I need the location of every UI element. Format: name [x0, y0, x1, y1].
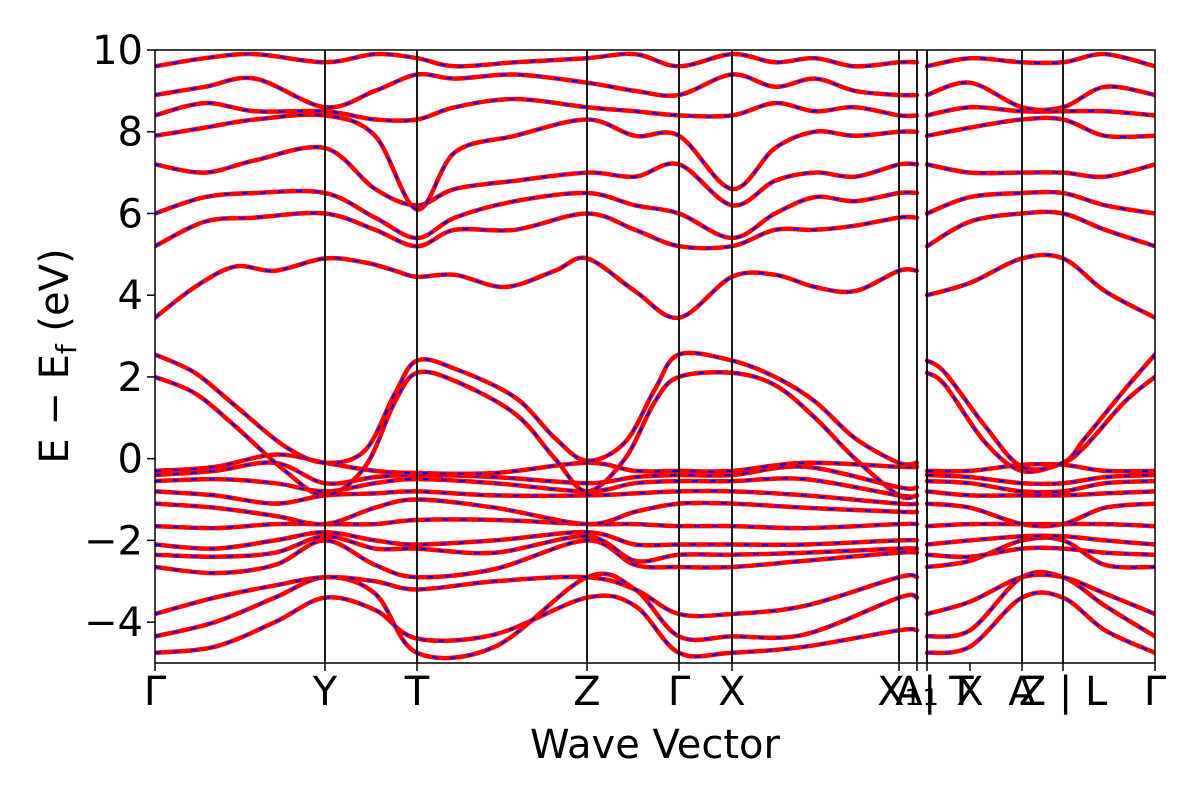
x-tick-label: Γ	[1144, 669, 1167, 715]
band-17-seg-1-blue	[926, 163, 1155, 178]
y-axis-label-unit: (eV)	[32, 248, 78, 344]
x-tick-label: Γ	[668, 669, 691, 715]
band-9-seg-0-blue	[155, 477, 918, 498]
band-0-seg-1-blue	[926, 591, 1155, 654]
band-6-seg-1-blue	[926, 522, 1155, 528]
band-3-seg-1-blue	[926, 536, 1155, 569]
x-tick-label: Γ	[144, 669, 167, 715]
band-21-seg-0-red	[155, 51, 920, 69]
x-axis-label: Wave Vector	[530, 722, 781, 768]
y-tick-label: −4	[84, 600, 143, 646]
band-11-seg-0-blue	[155, 453, 918, 475]
band-16-seg-1-blue	[926, 190, 1155, 215]
y-tick-label: 0	[118, 437, 143, 483]
band-1-seg-0-blue	[155, 572, 918, 660]
y-tick-label: −2	[84, 518, 143, 564]
band-21-seg-1-blue	[926, 53, 1155, 68]
band-8-seg-0-blue	[155, 489, 918, 506]
band-17-seg-1-red	[924, 162, 1155, 180]
band-18-seg-0-red	[155, 112, 920, 212]
band-7-seg-0-blue	[155, 498, 918, 526]
band-20-seg-1-blue	[926, 81, 1155, 112]
y-tick-label: 6	[118, 191, 143, 237]
band-14-seg-1-blue	[926, 253, 1155, 319]
band-3-seg-0-blue	[155, 539, 918, 579]
band-15-seg-0-red	[155, 210, 920, 251]
band-11-seg-1-blue	[926, 463, 1155, 473]
y-axis-label: E − Ef (eV)	[32, 248, 83, 463]
bands-layer	[155, 51, 1155, 661]
band-2-seg-1-blue	[926, 573, 1155, 615]
band-9-seg-1-blue	[926, 480, 1155, 494]
band-17-seg-0-blue	[155, 146, 918, 207]
x-tick-label: T	[404, 669, 430, 715]
band-8-seg-0-red	[155, 488, 920, 507]
x-tick-label: | T	[923, 669, 974, 715]
x-tick-label: X₁	[877, 669, 920, 715]
band-12-seg-0-blue	[155, 370, 918, 500]
band-18-seg-1-red	[924, 115, 1155, 140]
band-8-seg-1-blue	[926, 490, 1155, 497]
band-13-seg-0-blue	[155, 351, 918, 466]
band-4-seg-0-blue	[155, 535, 918, 563]
band-12-seg-1-red	[924, 370, 1155, 474]
band-6-seg-0-blue	[155, 518, 918, 530]
band-5-seg-0-blue	[155, 531, 918, 550]
band-4-seg-1-red	[924, 545, 1155, 560]
band-7-seg-1-blue	[926, 502, 1155, 528]
band-15-seg-1-blue	[926, 210, 1155, 248]
x-tick-label: Z | L	[1019, 669, 1108, 715]
band-12-seg-1-blue	[926, 371, 1155, 473]
plot-frame	[154, 49, 1156, 664]
band-18-seg-1-blue	[926, 116, 1155, 138]
band-5-seg-1-red	[924, 533, 1155, 547]
band-2-seg-0-blue	[155, 574, 918, 618]
y-tick-label: 2	[118, 355, 143, 401]
x-tick-label: X	[718, 669, 745, 715]
band-14-seg-1-red	[924, 252, 1155, 320]
x-tick-label: X	[956, 669, 983, 715]
band-15-seg-1-red	[924, 209, 1155, 249]
band-2-seg-0-red	[155, 572, 920, 619]
band-19-seg-0-blue	[155, 97, 918, 122]
band-1-seg-1-blue	[926, 571, 1155, 638]
y-tick-label: 10	[92, 28, 143, 74]
x-tick-label: A	[1008, 669, 1036, 715]
band-14-seg-0-red	[155, 255, 920, 320]
band-4-seg-1-blue	[926, 546, 1155, 558]
x-tick-label: Z	[573, 669, 600, 715]
band-19-seg-1-blue	[926, 106, 1155, 117]
x-tick-label: A₁	[895, 669, 938, 715]
y-tick-label: 4	[118, 273, 143, 319]
band-0-seg-0-blue	[155, 594, 918, 658]
band-5-seg-1-blue	[926, 534, 1155, 546]
y-tick-label: 8	[118, 110, 143, 156]
x-tick-label: Y	[312, 669, 338, 715]
band-14-seg-0-blue	[155, 256, 918, 319]
y-axis-label-main: E − E	[32, 354, 78, 464]
band-10-seg-1-blue	[926, 474, 1155, 485]
band-13-seg-1-blue	[926, 353, 1155, 471]
band-10-seg-0-red	[155, 460, 920, 492]
y-axis: −4 −2 0 2 4 6 8 10	[84, 28, 155, 646]
band-21-seg-1-red	[924, 51, 1155, 69]
kpath-vlines	[324, 50, 1064, 663]
y-axis-label-subscript: f	[50, 343, 83, 354]
